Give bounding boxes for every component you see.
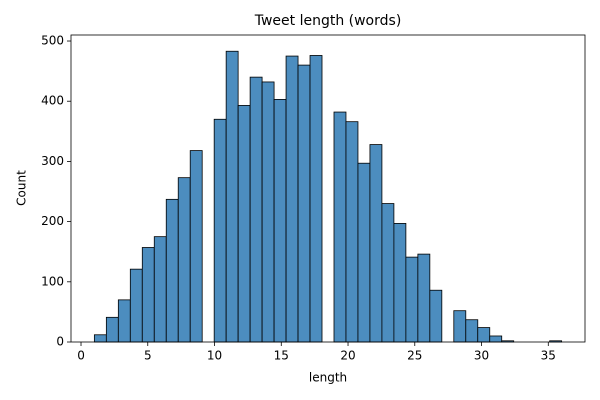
x-tick-label: 25 [407, 349, 422, 363]
y-tick-label: 500 [41, 34, 64, 48]
bar [429, 289, 443, 343]
bar [105, 316, 119, 343]
bar [285, 55, 299, 343]
bar [129, 268, 143, 343]
bar [177, 177, 191, 343]
bar [213, 118, 227, 343]
bar [381, 203, 395, 343]
bar [141, 247, 155, 343]
chart-title: Tweet length (words) [254, 13, 402, 29]
bar [405, 256, 419, 343]
y-tick-label: 200 [41, 214, 64, 228]
x-tick-label: 35 [541, 349, 556, 363]
plot-frame [70, 34, 586, 343]
bar [225, 50, 239, 343]
bar [237, 105, 251, 343]
bar [357, 162, 371, 343]
y-axis-label: Count [15, 170, 29, 206]
bar [453, 310, 467, 343]
y-tick-label: 300 [41, 154, 64, 168]
bar [165, 198, 179, 343]
y-tick-label: 400 [41, 94, 64, 108]
bar [189, 150, 203, 343]
y-tick-label: 0 [56, 335, 64, 349]
bar [369, 144, 383, 343]
x-tick-label: 0 [77, 349, 85, 363]
x-tick-label: 15 [274, 349, 289, 363]
bar [153, 236, 167, 343]
bar [489, 335, 503, 343]
bar [393, 223, 407, 343]
bar [477, 327, 491, 343]
x-tick-label: 30 [474, 349, 489, 363]
bar [117, 299, 131, 343]
bar [297, 64, 311, 343]
x-tick-label: 5 [144, 349, 152, 363]
x-tick-label: 10 [207, 349, 222, 363]
x-axis-label: length [309, 371, 347, 385]
y-tick-label: 100 [41, 274, 64, 288]
bar [249, 76, 263, 343]
bar [333, 111, 347, 343]
bar [417, 253, 431, 343]
bar [309, 55, 323, 343]
bar [273, 99, 287, 343]
bar [93, 334, 107, 343]
bar [345, 121, 359, 343]
x-tick-label: 20 [340, 349, 355, 363]
bar [465, 319, 479, 343]
bar [261, 81, 275, 343]
